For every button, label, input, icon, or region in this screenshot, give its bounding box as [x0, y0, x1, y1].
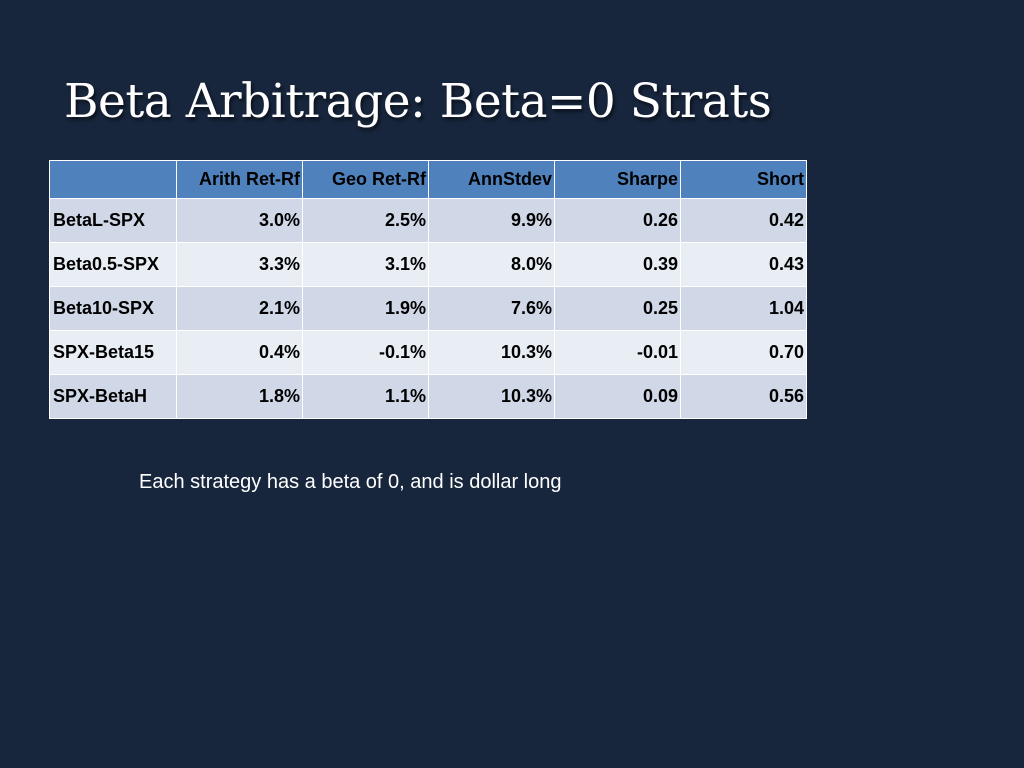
row-label: BetaL-SPX: [49, 198, 177, 243]
cell-geo-ret-rf: 1.9%: [302, 286, 429, 331]
column-header-sharpe: Sharpe: [554, 160, 681, 199]
cell-arith-ret-rf: 3.0%: [176, 198, 303, 243]
cell-sharpe: 0.26: [554, 198, 681, 243]
cell-sharpe: -0.01: [554, 330, 681, 375]
cell-arith-ret-rf: 2.1%: [176, 286, 303, 331]
cell-geo-ret-rf: 1.1%: [302, 374, 429, 419]
row-label: SPX-Beta15: [49, 330, 177, 375]
cell-arith-ret-rf: 1.8%: [176, 374, 303, 419]
cell-short: 0.70: [680, 330, 807, 375]
cell-sharpe: 0.39: [554, 242, 681, 287]
cell-short: 1.04: [680, 286, 807, 331]
column-header-short: Short: [680, 160, 807, 199]
cell-arith-ret-rf: 3.3%: [176, 242, 303, 287]
column-header-annstdev: AnnStdev: [428, 160, 555, 199]
cell-arith-ret-rf: 0.4%: [176, 330, 303, 375]
row-label: Beta10-SPX: [49, 286, 177, 331]
cell-short: 0.42: [680, 198, 807, 243]
table-row: SPX-BetaH 1.8% 1.1% 10.3% 0.09 0.56: [49, 374, 807, 419]
cell-annstdev: 9.9%: [428, 198, 555, 243]
cell-sharpe: 0.25: [554, 286, 681, 331]
cell-annstdev: 10.3%: [428, 330, 555, 375]
slide-footnote: Each strategy has a beta of 0, and is do…: [139, 471, 562, 493]
table-row: SPX-Beta15 0.4% -0.1% 10.3% -0.01 0.70: [49, 330, 807, 375]
cell-annstdev: 7.6%: [428, 286, 555, 331]
cell-geo-ret-rf: -0.1%: [302, 330, 429, 375]
cell-geo-ret-rf: 3.1%: [302, 242, 429, 287]
cell-annstdev: 10.3%: [428, 374, 555, 419]
cell-annstdev: 8.0%: [428, 242, 555, 287]
table-row: Beta10-SPX 2.1% 1.9% 7.6% 0.25 1.04: [49, 286, 807, 331]
column-header-blank: [49, 160, 177, 199]
column-header-geo-ret-rf: Geo Ret-Rf: [302, 160, 429, 199]
slide-title: Beta Arbitrage: Beta=0 Strats: [64, 74, 772, 129]
cell-short: 0.43: [680, 242, 807, 287]
cell-geo-ret-rf: 2.5%: [302, 198, 429, 243]
results-table: Arith Ret-Rf Geo Ret-Rf AnnStdev Sharpe …: [49, 160, 807, 419]
table-row: Beta0.5-SPX 3.3% 3.1% 8.0% 0.39 0.43: [49, 242, 807, 287]
row-label: Beta0.5-SPX: [49, 242, 177, 287]
cell-short: 0.56: [680, 374, 807, 419]
cell-sharpe: 0.09: [554, 374, 681, 419]
row-label: SPX-BetaH: [49, 374, 177, 419]
column-header-arith-ret-rf: Arith Ret-Rf: [176, 160, 303, 199]
table-header-row: Arith Ret-Rf Geo Ret-Rf AnnStdev Sharpe …: [49, 160, 807, 199]
table-row: BetaL-SPX 3.0% 2.5% 9.9% 0.26 0.42: [49, 198, 807, 243]
